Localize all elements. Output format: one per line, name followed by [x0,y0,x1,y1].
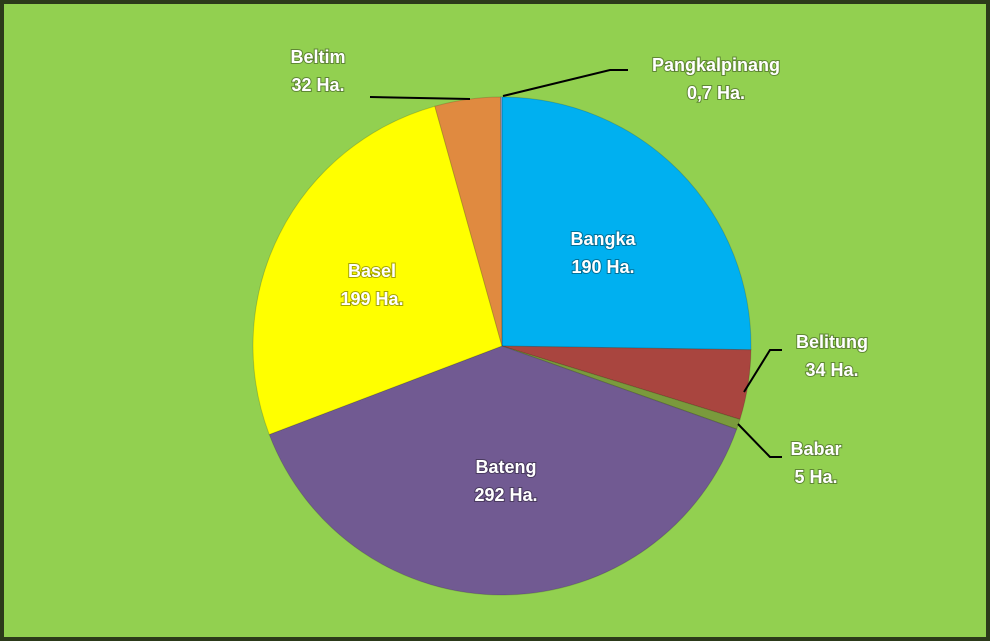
data-label-name: Basel [348,261,396,281]
data-label-name: Bateng [475,457,536,477]
data-label-value: 292 Ha. [474,485,537,505]
data-label-name: Babar [790,439,841,459]
data-label-value: 34 Ha. [805,360,858,380]
data-label-value: 5 Ha. [794,467,837,487]
data-label-name: Bangka [570,229,636,249]
data-label-value: 32 Ha. [291,75,344,95]
leader-line [502,69,628,97]
pie-slice [268,345,738,596]
pie-slice [500,96,503,347]
pie-slice [252,105,503,436]
data-label-name: Beltim [290,47,345,67]
pie-slice [501,96,752,351]
leader-line [743,349,782,393]
data-label-name: Pangkalpinang [652,55,780,75]
data-label-name: Belitung [796,332,868,352]
data-label-value: 199 Ha. [340,289,403,309]
leader-line [369,96,471,100]
leader-line [737,423,782,458]
data-label-value: 0,7 Ha. [687,83,745,103]
data-label-value: 190 Ha. [571,257,634,277]
